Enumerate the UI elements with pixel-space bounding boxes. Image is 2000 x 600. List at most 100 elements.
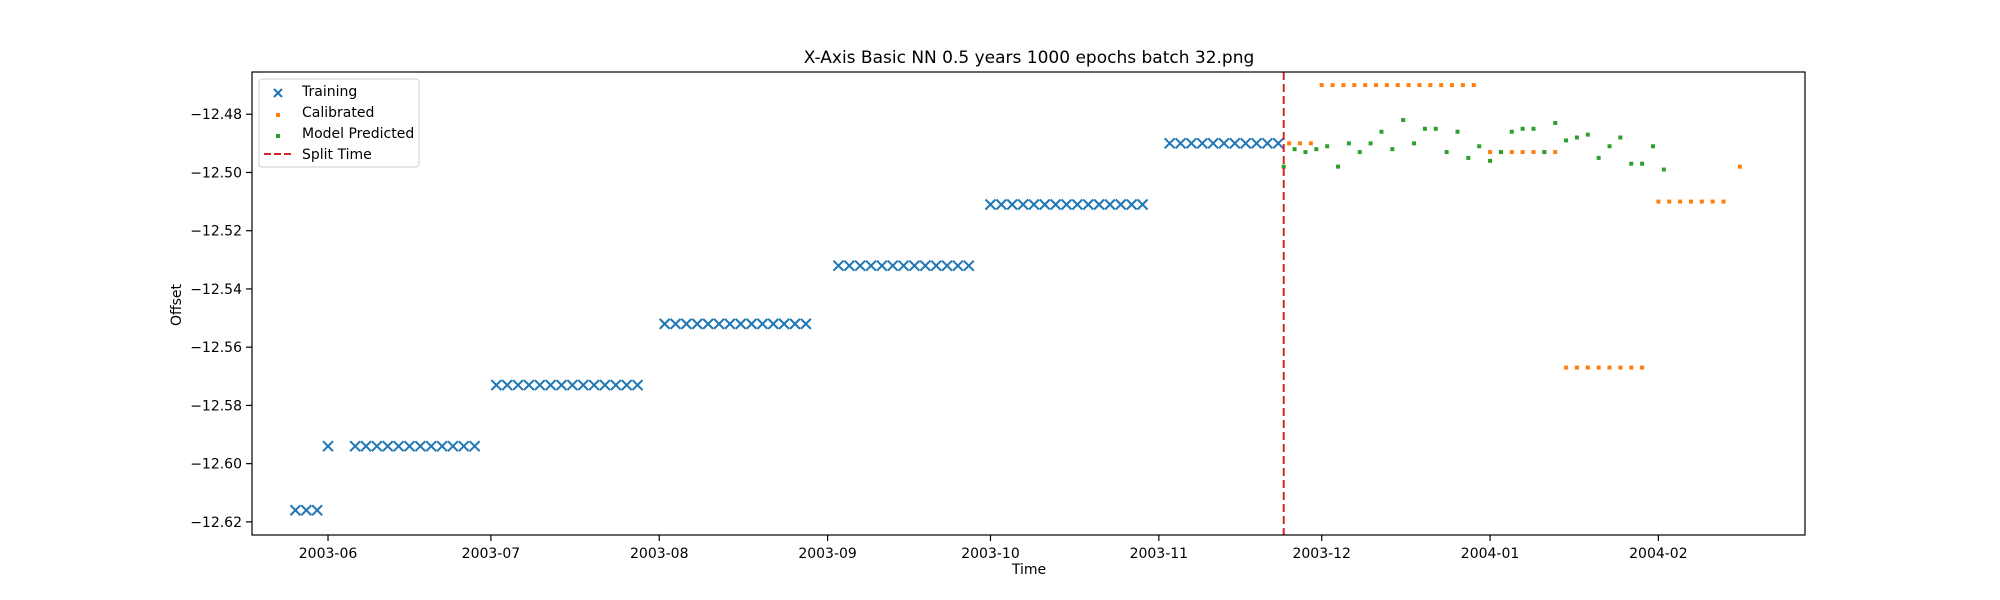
model-predicted-point [1303, 150, 1308, 155]
training-point [289, 504, 302, 516]
y-tick-label: −12.54 [190, 282, 242, 298]
training-point [1060, 198, 1073, 211]
legend-marker [276, 134, 280, 138]
training-point [349, 440, 361, 452]
model-predicted-point [1346, 141, 1351, 146]
training-point [995, 198, 1008, 211]
calibrated-point [1607, 365, 1612, 370]
calibrated-point [1384, 83, 1389, 88]
y-tick-label: −12.48 [190, 107, 242, 123]
training-point [930, 259, 942, 272]
training-point [577, 379, 589, 391]
training-point [1250, 137, 1263, 150]
model-predicted-point [1488, 158, 1493, 163]
calibrated-point [1574, 365, 1579, 370]
calibrated-point [1596, 365, 1601, 370]
training-point [680, 318, 693, 330]
training-point [566, 379, 579, 391]
legend-item-split-time: Split Time [264, 147, 372, 163]
training-point [300, 504, 313, 516]
calibrated-point [1450, 83, 1455, 88]
legend-frame [258, 78, 420, 168]
model-predicted-point [1314, 147, 1319, 152]
training-point [403, 440, 416, 452]
training-point [1071, 198, 1084, 211]
training-point [1115, 198, 1127, 211]
training-point [658, 318, 671, 330]
model-predicted-point [1444, 150, 1449, 155]
y-tick-label: −12.58 [190, 398, 242, 414]
training-point [702, 318, 714, 330]
plot-frame [251, 71, 1806, 536]
calibrated-point [1531, 150, 1536, 155]
calibrated-point [1298, 141, 1303, 146]
model-predicted-point [1498, 150, 1503, 155]
model-predicted-point [1520, 126, 1525, 131]
training-point [724, 318, 736, 330]
x-axis-title: Time [1011, 562, 1046, 578]
y-tick-label: −12.50 [190, 165, 242, 181]
training-point [490, 379, 503, 391]
training-point [610, 379, 622, 391]
calibrated-point [1640, 365, 1645, 370]
training-point [458, 440, 470, 452]
calibrated-point [1352, 83, 1357, 88]
y-axis: −12.62 −12.60 −12.58 −12.56 −12.54 −12.52 −12.… [190, 107, 252, 531]
chart-title: X-Axis Basic NN 0.5 years 1000 epochs ba… [804, 48, 1255, 68]
legend-marker [276, 113, 280, 117]
training-point [1104, 198, 1116, 211]
calibrated-point [1330, 83, 1335, 88]
calibrated-point [1553, 150, 1558, 155]
training-point [599, 379, 611, 391]
training-point [1185, 137, 1198, 150]
x-tick-label: 2003-11 [1130, 546, 1189, 562]
training-point [1093, 198, 1105, 211]
calibrated-point [1374, 83, 1379, 88]
calibrated-point [1460, 83, 1465, 88]
model-predicted-point [1564, 138, 1569, 143]
model-predicted-point [1629, 161, 1634, 166]
calibrated-point [1509, 150, 1514, 155]
training-point [382, 440, 394, 452]
model-predicted-point [1401, 118, 1406, 123]
training-point [392, 440, 405, 452]
calibrated-point [1667, 199, 1672, 204]
model-predicted-point [1531, 126, 1536, 131]
model-predicted-point [1477, 144, 1482, 149]
model-predicted-point [1661, 167, 1666, 172]
model-predicted-point [1379, 129, 1384, 134]
training-point [1207, 137, 1219, 150]
calibrated-point [1618, 365, 1623, 370]
calibrated-point [1471, 83, 1476, 88]
series-model-predicted [1281, 118, 1666, 172]
model-predicted-point [1336, 164, 1341, 169]
legend-item-calibrated: Calibrated [276, 105, 374, 121]
training-point [436, 440, 448, 452]
calibrated-point [1629, 365, 1634, 370]
model-predicted-point [1412, 141, 1417, 146]
training-point [1082, 198, 1094, 211]
model-predicted-point [1325, 144, 1330, 149]
training-point [620, 379, 633, 391]
calibrated-point [1428, 83, 1433, 88]
training-point [843, 259, 856, 272]
training-point [544, 379, 557, 391]
training-point [588, 379, 600, 391]
model-predicted-point [1542, 150, 1547, 155]
training-point [1272, 137, 1284, 150]
calibrated-point [1308, 141, 1313, 146]
training-point [1218, 137, 1230, 150]
calibrated-point [1656, 199, 1661, 204]
x-tick-label: 2003-06 [299, 546, 358, 562]
plot-area [251, 71, 1806, 536]
y-tick-label: −12.62 [190, 515, 242, 531]
calibrated-point [1341, 83, 1346, 88]
training-point [1229, 137, 1241, 150]
training-point [501, 379, 513, 391]
calibrated-point [1406, 83, 1411, 88]
legend-label: Model Predicted [302, 126, 414, 142]
calibrated-point [1363, 83, 1368, 88]
training-point [425, 440, 437, 452]
model-predicted-point [1281, 164, 1286, 169]
